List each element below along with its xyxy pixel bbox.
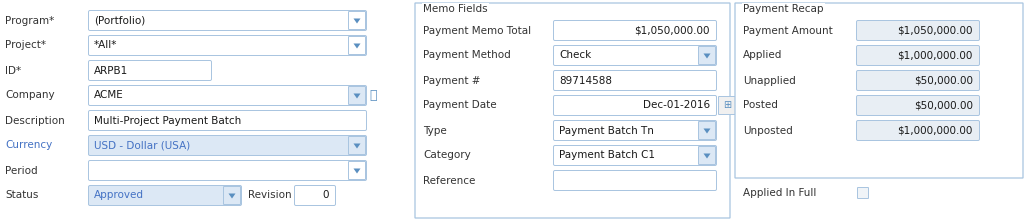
FancyBboxPatch shape [415, 3, 730, 218]
FancyBboxPatch shape [223, 187, 241, 204]
Text: Project*: Project* [5, 40, 46, 51]
Polygon shape [703, 128, 710, 133]
Polygon shape [228, 194, 235, 198]
Text: $1,050,000.00: $1,050,000.00 [897, 25, 972, 36]
FancyBboxPatch shape [348, 86, 366, 105]
FancyBboxPatch shape [698, 46, 715, 65]
Polygon shape [354, 19, 361, 23]
FancyBboxPatch shape [88, 61, 212, 80]
Text: Multi-Project Payment Batch: Multi-Project Payment Batch [94, 116, 242, 126]
Text: Reference: Reference [423, 175, 475, 185]
FancyBboxPatch shape [856, 21, 980, 40]
FancyBboxPatch shape [553, 145, 717, 166]
Text: Dec-01-2016: Dec-01-2016 [642, 101, 710, 110]
FancyBboxPatch shape [348, 137, 366, 154]
Text: $1,000,000.00: $1,000,000.00 [897, 51, 972, 61]
FancyBboxPatch shape [88, 135, 367, 156]
FancyBboxPatch shape [88, 36, 367, 55]
Text: Payment Memo Total: Payment Memo Total [423, 25, 531, 36]
Text: Unapplied: Unapplied [743, 76, 796, 86]
Text: $1,050,000.00: $1,050,000.00 [634, 25, 710, 36]
FancyBboxPatch shape [348, 36, 366, 55]
Polygon shape [703, 53, 710, 59]
FancyBboxPatch shape [88, 86, 367, 105]
Text: Type: Type [423, 126, 447, 135]
Polygon shape [703, 154, 710, 158]
Text: $1,000,000.00: $1,000,000.00 [897, 126, 972, 135]
FancyBboxPatch shape [294, 185, 335, 206]
Text: Period: Period [5, 166, 38, 175]
FancyBboxPatch shape [553, 21, 717, 40]
Text: Approved: Approved [94, 191, 144, 200]
Text: Payment Amount: Payment Amount [743, 25, 833, 36]
Text: ID*: ID* [5, 65, 22, 76]
FancyBboxPatch shape [553, 120, 717, 141]
Text: Program*: Program* [5, 15, 54, 25]
FancyBboxPatch shape [553, 70, 717, 91]
FancyBboxPatch shape [856, 120, 980, 141]
FancyBboxPatch shape [698, 122, 715, 139]
FancyBboxPatch shape [88, 160, 367, 181]
Text: Unposted: Unposted [743, 126, 793, 135]
Text: Applied: Applied [743, 51, 782, 61]
Text: 89714588: 89714588 [559, 76, 612, 86]
FancyBboxPatch shape [856, 70, 980, 91]
Text: Posted: Posted [743, 101, 778, 110]
Polygon shape [354, 44, 361, 48]
Text: 0: 0 [323, 191, 329, 200]
FancyBboxPatch shape [856, 95, 980, 116]
Text: Payment Batch C1: Payment Batch C1 [559, 151, 655, 160]
FancyBboxPatch shape [553, 95, 717, 116]
Text: Check: Check [559, 51, 591, 61]
FancyBboxPatch shape [88, 110, 367, 130]
Text: ARPB1: ARPB1 [94, 65, 128, 76]
Text: Memo Fields: Memo Fields [423, 4, 487, 14]
Text: (Portfolio): (Portfolio) [94, 15, 145, 25]
Text: Revision: Revision [248, 191, 292, 200]
FancyBboxPatch shape [553, 170, 717, 191]
Text: Category: Category [423, 151, 471, 160]
FancyBboxPatch shape [553, 46, 717, 65]
Text: $50,000.00: $50,000.00 [914, 101, 972, 110]
FancyBboxPatch shape [348, 162, 366, 179]
FancyBboxPatch shape [856, 46, 980, 65]
Text: Payment Recap: Payment Recap [743, 4, 823, 14]
Text: Payment Method: Payment Method [423, 51, 511, 61]
FancyBboxPatch shape [348, 11, 366, 29]
Text: Company: Company [5, 91, 54, 101]
FancyBboxPatch shape [735, 3, 1023, 178]
Text: *All*: *All* [94, 40, 117, 51]
Text: ACME: ACME [94, 91, 123, 101]
Text: Description: Description [5, 116, 65, 126]
Text: Payment Date: Payment Date [423, 101, 497, 110]
FancyBboxPatch shape [857, 187, 869, 198]
Text: ⊞: ⊞ [723, 101, 731, 110]
Text: USD - Dollar (USA): USD - Dollar (USA) [94, 141, 190, 151]
Text: Applied In Full: Applied In Full [743, 188, 816, 198]
Polygon shape [354, 143, 361, 149]
Text: 🔍: 🔍 [369, 89, 376, 102]
Text: Currency: Currency [5, 141, 52, 151]
Text: $50,000.00: $50,000.00 [914, 76, 972, 86]
Polygon shape [354, 168, 361, 173]
FancyBboxPatch shape [88, 11, 367, 30]
FancyBboxPatch shape [88, 185, 242, 206]
FancyBboxPatch shape [719, 97, 735, 114]
FancyBboxPatch shape [698, 147, 715, 164]
Text: Status: Status [5, 191, 38, 200]
Text: Payment #: Payment # [423, 76, 480, 86]
Polygon shape [354, 93, 361, 99]
Text: Payment Batch Tn: Payment Batch Tn [559, 126, 654, 135]
